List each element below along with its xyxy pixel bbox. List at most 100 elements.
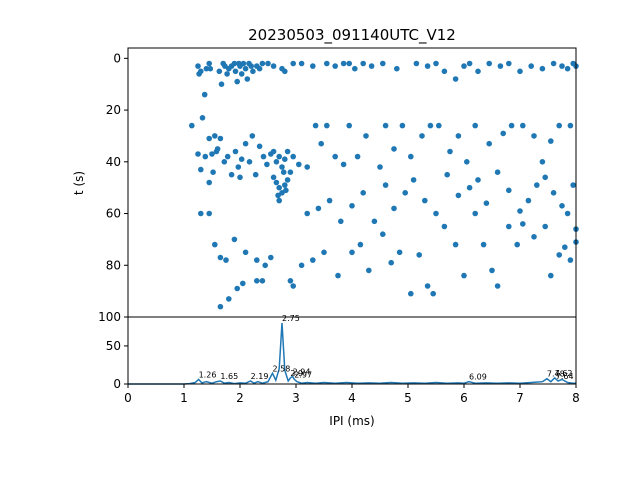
raster-point	[520, 122, 526, 129]
raster-point	[486, 140, 493, 147]
peak-label: 2.19	[251, 372, 269, 381]
raster-point	[212, 241, 218, 248]
raster-point	[270, 63, 277, 69]
raster-y-tick-label: 20	[106, 103, 121, 117]
raster-point	[296, 161, 302, 168]
raster-y-tick-label: 60	[106, 207, 121, 221]
raster-point	[282, 68, 288, 75]
raster-point	[231, 60, 238, 67]
raster-point	[559, 203, 565, 209]
peak-label: 2.75	[282, 314, 300, 323]
raster-point	[279, 164, 285, 170]
raster-point	[324, 122, 330, 129]
raster-point	[206, 60, 212, 67]
raster-point	[419, 133, 425, 139]
raster-point	[441, 223, 448, 230]
raster-point	[452, 241, 459, 248]
raster-point	[283, 187, 289, 194]
raster-point	[408, 290, 414, 297]
histogram-x-ticks: 0 1 2 3 4 5 6 7 8	[124, 384, 580, 405]
raster-point	[349, 203, 355, 209]
raster-point	[531, 234, 537, 240]
raster-point	[366, 267, 372, 274]
raster-point	[388, 259, 395, 266]
raster-point	[570, 182, 576, 188]
raster-point	[315, 205, 322, 212]
raster-point	[461, 63, 467, 69]
raster-y-label: t (s)	[72, 171, 86, 195]
raster-point	[256, 143, 263, 150]
raster-point	[209, 151, 215, 157]
raster-point	[548, 138, 554, 144]
raster-point	[304, 210, 311, 217]
raster-point	[189, 122, 195, 129]
raster-point	[371, 218, 378, 225]
raster-y-tick-label: 80	[106, 258, 121, 272]
raster-point	[318, 140, 325, 147]
raster-point	[234, 78, 240, 85]
raster-point	[195, 63, 201, 69]
raster-point	[253, 278, 260, 284]
raster-point	[525, 197, 532, 204]
histogram-x-tick-label: 4	[348, 391, 356, 405]
raster-point	[433, 60, 439, 67]
raster-point	[221, 159, 228, 165]
raster-point	[223, 257, 229, 263]
histogram-y-tick-label: 50	[106, 339, 121, 353]
raster-point	[338, 218, 344, 225]
raster-point	[391, 146, 397, 152]
raster-point	[542, 223, 548, 230]
raster-point	[253, 257, 260, 263]
raster-point	[273, 179, 280, 186]
raster-point	[282, 156, 288, 162]
raster-point	[321, 249, 327, 256]
raster-point	[508, 122, 515, 129]
raster-point	[252, 171, 259, 178]
raster-point	[284, 177, 291, 183]
raster-point	[265, 60, 271, 67]
raster-point	[218, 81, 225, 87]
histogram-frame	[127, 316, 577, 385]
raster-point	[357, 241, 364, 248]
raster-point	[556, 252, 562, 258]
raster-point	[213, 148, 220, 155]
raster-point	[231, 236, 238, 243]
raster-point	[360, 60, 367, 67]
raster-point	[310, 257, 316, 263]
raster-points	[189, 60, 579, 310]
raster-point	[212, 133, 218, 139]
raster-point	[199, 115, 206, 121]
raster-point	[494, 283, 501, 289]
histogram-x-tick-label: 7	[516, 391, 524, 405]
peak-label: 6.09	[469, 373, 487, 382]
raster-point	[506, 223, 512, 230]
raster-point	[244, 76, 251, 82]
raster-point	[402, 190, 409, 196]
raster-point	[232, 68, 239, 75]
raster-point	[202, 153, 209, 160]
raster-point	[528, 63, 534, 69]
raster-point	[276, 184, 283, 191]
raster-point	[363, 133, 369, 139]
raster-point	[298, 60, 305, 67]
raster-point	[430, 290, 437, 297]
raster-point	[447, 148, 453, 155]
raster-point	[242, 249, 249, 256]
raster-y-tick-label: 100	[98, 310, 121, 324]
raster-point	[276, 153, 283, 160]
raster-point	[340, 60, 347, 67]
chart-title: 20230503_091140UTC_V12	[248, 26, 456, 45]
raster-point	[394, 65, 400, 72]
raster-point	[195, 151, 201, 157]
raster-point	[539, 65, 546, 72]
raster-point	[262, 262, 269, 269]
histogram-x-label: IPI (ms)	[329, 414, 374, 428]
raster-point	[534, 182, 540, 188]
raster-point	[380, 231, 386, 237]
raster-point	[464, 159, 470, 165]
raster-point	[489, 267, 495, 274]
peak-label: 1.65	[220, 372, 238, 381]
peak-label: 7.62	[555, 369, 573, 378]
raster-y-tick-label: 40	[106, 155, 121, 169]
raster-point	[298, 262, 305, 269]
